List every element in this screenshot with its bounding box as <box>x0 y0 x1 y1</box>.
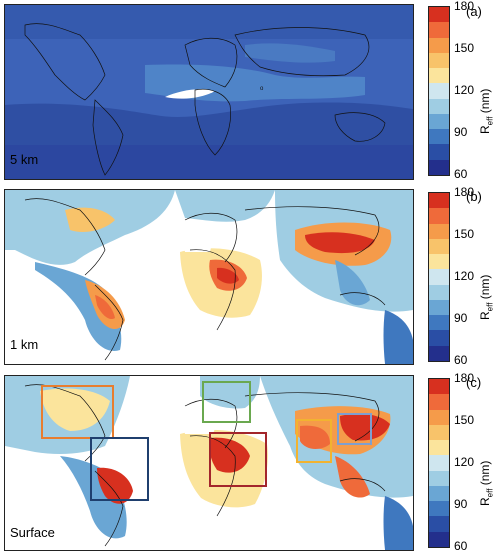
map-panel-b <box>4 189 414 365</box>
colorbar-title: Reff (nm) <box>478 460 495 506</box>
map-svg-c <box>5 376 413 550</box>
panel-a-label: 5 km <box>10 152 39 167</box>
svg-text:o: o <box>260 86 264 92</box>
colorbar-tick: 120 <box>454 83 475 97</box>
colorbar-tick: 150 <box>454 227 475 241</box>
colorbar-a <box>428 6 450 176</box>
map-svg-b <box>5 190 413 364</box>
colorbar-tick: 180 <box>454 371 475 385</box>
colorbar-tick: 90 <box>454 497 468 511</box>
colorbar-tick: 150 <box>454 41 475 55</box>
panel-c-label: Surface <box>10 525 55 540</box>
colorbar-title: Reff (nm) <box>478 274 495 320</box>
colorbar-c <box>428 378 450 548</box>
map-svg-a: o <box>5 5 413 179</box>
panel-c: Surface (c) <box>0 370 500 554</box>
colorbar-tick: 90 <box>454 311 468 325</box>
colorbar-tick: 120 <box>454 455 475 469</box>
region-box-south-asia <box>296 419 332 463</box>
region-box-north-america <box>41 385 114 439</box>
colorbar-title: Reff (nm) <box>478 88 495 134</box>
region-box-south-america <box>90 437 149 501</box>
colorbar-tick: 60 <box>454 167 468 181</box>
panel-a: o 5 km (a) <box>0 0 500 185</box>
colorbar-tick: 180 <box>454 0 475 13</box>
colorbar-tick: 60 <box>454 539 468 553</box>
colorbar-tick: 120 <box>454 269 475 283</box>
map-panel-c <box>4 375 414 551</box>
panel-a-tag: (a) <box>466 4 482 19</box>
panel-c-tag: (c) <box>466 375 482 390</box>
region-box-east-asia <box>337 413 372 445</box>
colorbar-tick: 150 <box>454 413 475 427</box>
colorbar-tick: 60 <box>454 353 468 367</box>
colorbar-b <box>428 192 450 362</box>
colorbar-tick: 180 <box>454 185 475 199</box>
map-panel-a: o <box>4 4 414 180</box>
region-box-central-africa <box>209 432 267 487</box>
region-box-europe <box>202 381 251 423</box>
colorbar-tick: 90 <box>454 125 468 139</box>
panel-b-tag: (b) <box>466 189 482 204</box>
panel-b-label: 1 km <box>10 337 39 352</box>
panel-b: 1 km (b) <box>0 185 500 370</box>
